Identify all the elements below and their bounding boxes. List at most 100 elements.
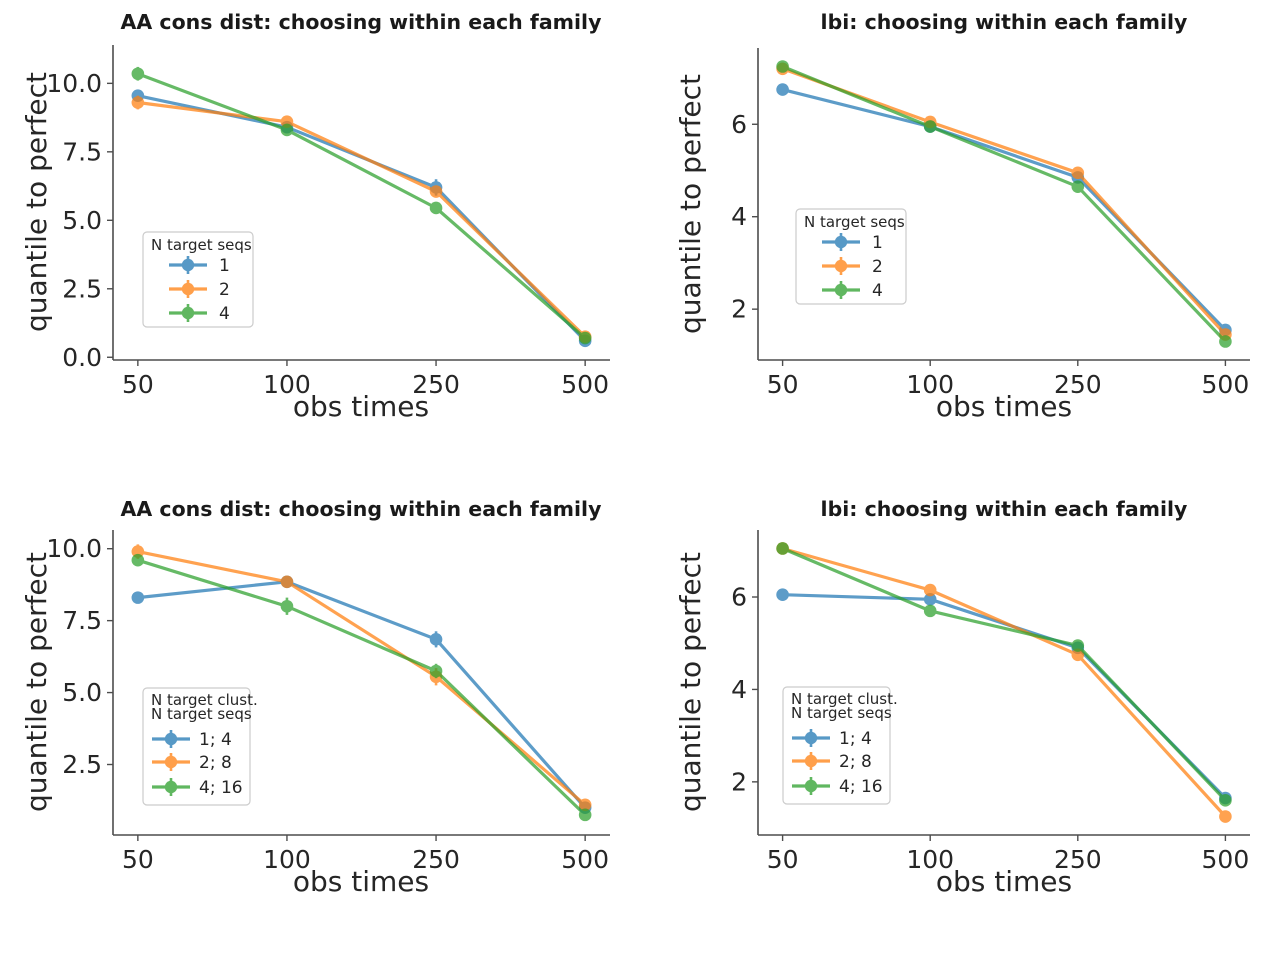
x-tick-label: 500 <box>561 845 609 874</box>
series-line <box>137 558 587 817</box>
data-point-marker <box>776 588 789 601</box>
data-point-marker <box>776 542 789 555</box>
y-axis-label: quantile to perfect <box>674 74 707 334</box>
series-line <box>137 100 587 338</box>
data-point-marker <box>578 798 592 812</box>
data-point-marker <box>1219 810 1232 823</box>
y-tick-label: 6 <box>731 583 747 612</box>
legend-title: N target clust. <box>151 691 258 709</box>
plot-area: 2 4 6 50 100 250 500 <box>731 48 1250 399</box>
y-tick-label: 2.5 <box>62 274 102 303</box>
series-line <box>137 580 587 809</box>
legend: N target clust. N target seqs 1; 4 2; 8 <box>782 686 898 805</box>
x-tick-label: 100 <box>263 370 311 399</box>
data-point-marker <box>1071 648 1085 662</box>
x-tick-label: 250 <box>412 370 460 399</box>
series-4; 16 <box>131 553 592 822</box>
x-axis-label: obs times <box>936 390 1072 423</box>
x-tick-label: 500 <box>561 370 609 399</box>
y-tick-label: 10.0 <box>46 534 102 563</box>
chart-aa-cons-dist-seqs: AA cons dist: choosing within each famil… <box>0 0 660 474</box>
data-point-marker <box>280 575 294 589</box>
x-tick-label: 100 <box>906 845 954 874</box>
data-point-marker <box>776 60 789 73</box>
legend: N target seqs 1 2 4 <box>795 208 907 305</box>
data-point-marker <box>578 331 592 345</box>
plot-area: 2.5 5.0 7.5 10.0 50 100 250 500 <box>46 530 610 874</box>
data-point-marker <box>923 604 937 618</box>
y-tick-label: 5.0 <box>62 206 102 235</box>
chart-lbi-seqs: lbi: choosing within each family obs tim… <box>620 0 1280 474</box>
data-point-marker <box>280 123 294 137</box>
legend: N target seqs 1 2 4 <box>142 231 254 328</box>
legend-title: N target seqs <box>151 705 252 723</box>
legend-entry-label: 2 <box>872 257 883 277</box>
data-point-marker <box>1219 335 1232 348</box>
legend-entry-label: 1 <box>872 233 883 253</box>
legend-marker-icon <box>169 304 207 322</box>
y-tick-label: 10.0 <box>46 69 102 98</box>
series-line <box>782 546 1227 818</box>
axes: 2 4 6 50 100 250 500 <box>731 530 1250 874</box>
y-tick-label: 6 <box>731 110 747 139</box>
legend-entry-label: 2 <box>219 280 230 300</box>
data-point-marker <box>429 201 443 215</box>
legend-entry-label: 2; 8 <box>839 752 872 772</box>
y-axis-label: quantile to perfect <box>674 552 707 812</box>
plot-area: 2 4 6 50 100 250 500 <box>731 530 1250 874</box>
chart-title: AA cons dist: choosing within each famil… <box>121 497 602 521</box>
series-4 <box>131 66 592 345</box>
y-tick-label: 4 <box>731 202 747 231</box>
data-point-marker <box>131 67 145 81</box>
plot-area: 0.0 2.5 5.0 7.5 10.0 50 100 250 500 <box>46 45 610 399</box>
data-point-marker <box>429 633 443 646</box>
chart-lbi-clust: lbi: choosing within each family obs tim… <box>620 470 1280 960</box>
series-4 <box>776 60 1232 348</box>
data-point-marker <box>923 583 937 597</box>
legend-marker-icon <box>822 281 860 299</box>
x-tick-label: 500 <box>1202 370 1250 399</box>
legend-entry-label: 4 <box>219 304 230 324</box>
data-point-marker <box>923 120 937 133</box>
legend-entry-label: 4 <box>872 281 883 301</box>
data-point-marker <box>1071 166 1085 180</box>
y-tick-label: 2 <box>731 767 747 796</box>
axes: 0.0 2.5 5.0 7.5 10.0 50 100 250 500 <box>46 45 610 399</box>
chart-title: lbi: choosing within each family <box>821 10 1188 34</box>
legend-title: N target seqs <box>791 704 892 722</box>
legend-marker-icon <box>169 280 207 298</box>
data-point-marker <box>923 593 937 606</box>
chart-title: lbi: choosing within each family <box>821 497 1188 521</box>
data-point-marker <box>131 545 145 558</box>
legend: N target clust. N target seqs 1; 4 2; 8 <box>142 687 258 806</box>
data-point-marker <box>776 83 789 96</box>
x-tick-label: 500 <box>1202 845 1250 874</box>
data-point-marker <box>429 664 443 678</box>
data-point-marker <box>1219 794 1232 807</box>
series-line <box>781 547 1227 802</box>
legend-title: N target seqs <box>804 213 905 231</box>
legend-box <box>142 231 254 328</box>
y-tick-label: 2.5 <box>62 750 102 779</box>
x-tick-label: 50 <box>767 370 799 399</box>
data-point-marker <box>131 591 145 604</box>
x-tick-label: 50 <box>122 370 154 399</box>
axes: 2 4 6 50 100 250 500 <box>731 48 1250 399</box>
legend-entry-label: 1; 4 <box>839 729 872 749</box>
x-tick-label: 250 <box>1054 845 1102 874</box>
x-tick-label: 100 <box>906 370 954 399</box>
legend-marker-icon <box>822 233 860 251</box>
data-point-marker <box>429 185 443 198</box>
legend-marker-icon <box>822 257 860 275</box>
y-tick-label: 2 <box>731 295 747 324</box>
legend-marker-icon <box>152 778 190 796</box>
x-tick-label: 50 <box>767 845 799 874</box>
series-line <box>781 65 1227 343</box>
legend-marker-icon <box>152 753 190 771</box>
data-point-marker <box>1071 180 1085 193</box>
x-tick-label: 100 <box>263 845 311 874</box>
chart-title: AA cons dist: choosing within each famil… <box>121 10 602 34</box>
legend-entry-label: 4; 16 <box>839 777 883 797</box>
data-point-marker <box>280 599 294 613</box>
